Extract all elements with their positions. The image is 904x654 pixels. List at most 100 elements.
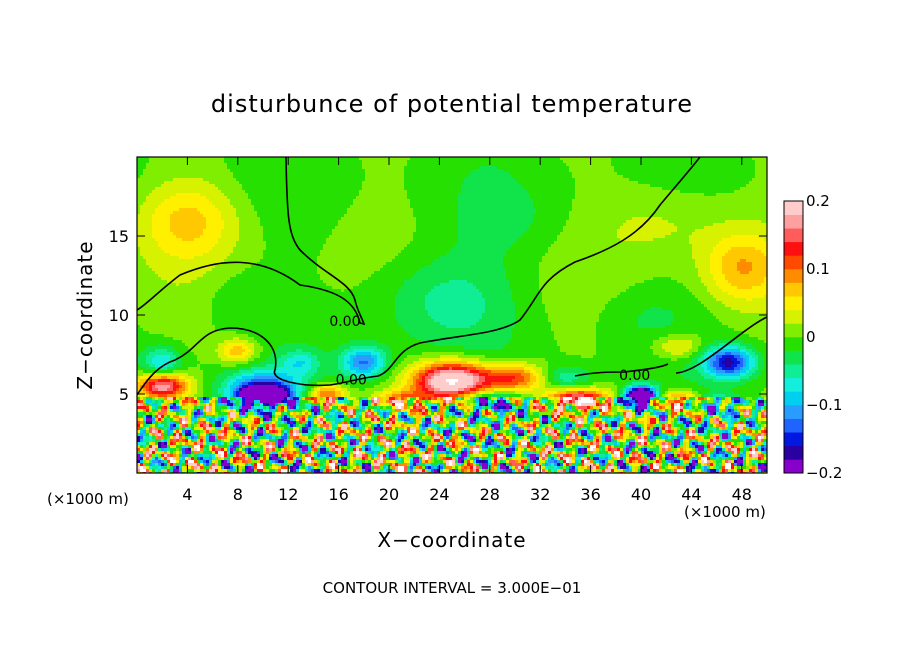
field-cell bbox=[374, 403, 378, 407]
field-cell bbox=[479, 427, 483, 431]
field-cell bbox=[233, 442, 240, 446]
field-cell bbox=[464, 394, 471, 398]
field-cell bbox=[623, 421, 627, 425]
field-cell bbox=[290, 442, 294, 446]
field-cell bbox=[203, 412, 207, 416]
field-cell bbox=[497, 406, 501, 410]
field-cell bbox=[149, 433, 153, 437]
field-cell bbox=[170, 361, 177, 365]
field-cell bbox=[683, 433, 687, 437]
field-cell bbox=[302, 430, 309, 434]
field-cell bbox=[602, 424, 606, 428]
field-cell bbox=[137, 271, 156, 275]
field-cell bbox=[641, 409, 645, 413]
field-cell bbox=[320, 406, 324, 410]
field-cell bbox=[572, 175, 624, 179]
field-cell bbox=[539, 268, 699, 272]
field-cell bbox=[413, 379, 417, 383]
field-cell bbox=[746, 373, 753, 377]
field-cell bbox=[743, 430, 747, 434]
field-cell bbox=[176, 439, 180, 443]
field-cell bbox=[449, 367, 453, 371]
field-cell bbox=[566, 445, 573, 449]
field-cell bbox=[215, 376, 228, 380]
field-cell bbox=[458, 445, 462, 449]
field-cell bbox=[344, 394, 351, 398]
field-cell bbox=[239, 232, 264, 236]
field-cell bbox=[515, 301, 543, 305]
field-cell bbox=[482, 448, 489, 452]
field-cell bbox=[461, 406, 468, 410]
field-cell bbox=[191, 418, 198, 422]
field-cell bbox=[365, 406, 369, 410]
field-cell bbox=[176, 433, 180, 437]
field-cell bbox=[167, 445, 171, 449]
field-cell bbox=[689, 418, 693, 422]
field-cell bbox=[506, 343, 558, 347]
field-cell bbox=[620, 427, 624, 431]
field-cell bbox=[302, 427, 306, 431]
field-cell bbox=[236, 385, 240, 389]
field-cell bbox=[359, 412, 363, 416]
field-cell bbox=[512, 379, 525, 383]
field-cell bbox=[530, 436, 534, 440]
field-cell bbox=[521, 403, 525, 407]
field-cell bbox=[470, 430, 474, 434]
field-cell bbox=[233, 346, 243, 350]
field-cell bbox=[731, 397, 735, 401]
field-cell bbox=[344, 391, 351, 395]
field-cell bbox=[233, 382, 240, 386]
field-cell bbox=[539, 376, 546, 380]
field-cell bbox=[428, 448, 435, 452]
field-cell bbox=[314, 436, 318, 440]
field-cell bbox=[218, 208, 237, 212]
field-cell bbox=[746, 364, 750, 368]
field-cell bbox=[359, 400, 363, 404]
field-cell bbox=[155, 397, 159, 401]
field-cell bbox=[320, 445, 324, 449]
field-cell bbox=[689, 409, 696, 413]
field-cell bbox=[542, 424, 546, 428]
field-cell bbox=[692, 247, 714, 251]
field-cell bbox=[692, 403, 696, 407]
field-cell bbox=[755, 442, 759, 446]
field-cell bbox=[473, 409, 477, 413]
field-cell bbox=[650, 430, 654, 434]
field-cell bbox=[566, 388, 600, 392]
field-cell bbox=[395, 424, 399, 428]
field-cell bbox=[701, 409, 705, 413]
field-cell bbox=[137, 349, 144, 353]
field-cell bbox=[191, 421, 195, 425]
field-cell bbox=[716, 193, 767, 197]
field-cell bbox=[686, 415, 690, 419]
field-cell bbox=[419, 433, 426, 437]
field-cell bbox=[137, 235, 153, 239]
field-cell bbox=[503, 412, 507, 416]
field-cell bbox=[230, 385, 237, 389]
field-cell bbox=[479, 412, 483, 416]
field-cell bbox=[395, 430, 399, 434]
field-cell bbox=[137, 244, 159, 248]
field-cell bbox=[374, 400, 378, 404]
field-cell bbox=[212, 313, 396, 317]
field-cell bbox=[617, 445, 621, 449]
field-cell bbox=[221, 232, 240, 236]
field-cell bbox=[251, 433, 255, 437]
field-cell bbox=[521, 406, 525, 410]
field-cell bbox=[185, 418, 189, 422]
field-cell bbox=[248, 409, 252, 413]
field-cell bbox=[659, 442, 663, 446]
field-cell bbox=[746, 349, 753, 353]
field-cell bbox=[740, 433, 744, 437]
field-cell bbox=[209, 421, 213, 425]
field-cell bbox=[743, 445, 747, 449]
field-cell bbox=[533, 205, 573, 209]
field-cell bbox=[557, 343, 597, 347]
field-cell bbox=[662, 406, 666, 410]
field-cell bbox=[455, 244, 513, 248]
field-cell bbox=[719, 442, 723, 446]
field-cell bbox=[704, 355, 711, 359]
field-cell bbox=[386, 418, 390, 422]
field-cell bbox=[725, 445, 729, 449]
field-cell bbox=[482, 316, 516, 320]
